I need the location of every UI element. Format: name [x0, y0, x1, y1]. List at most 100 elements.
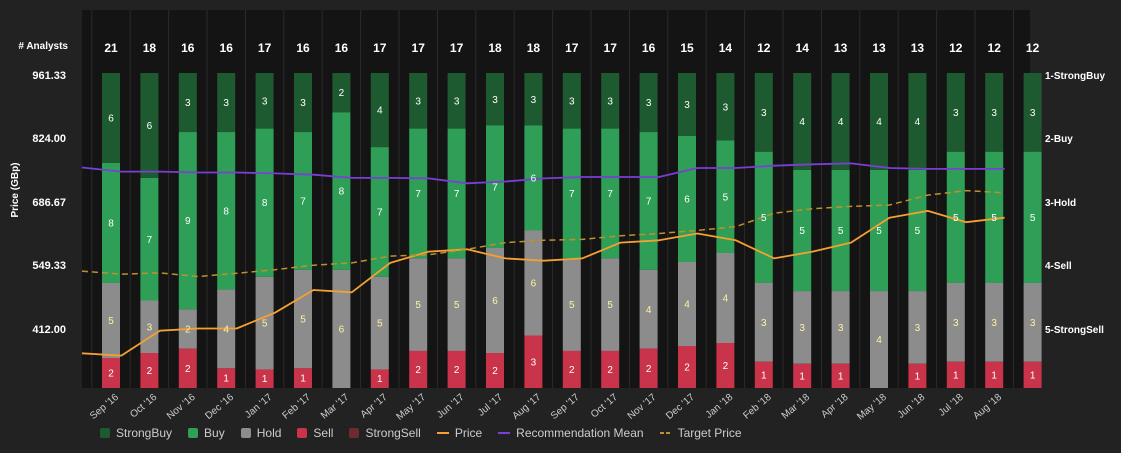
bar-value-label: 6: [531, 279, 537, 290]
analyst-count: 17: [604, 41, 618, 55]
analyst-count: 16: [296, 41, 310, 55]
bar-value-label: 5: [991, 213, 997, 224]
bar-segment-strongbuy: [447, 73, 466, 129]
legend-item-price[interactable]: Price: [436, 426, 482, 440]
bar-value-label: 2: [569, 365, 575, 376]
bar-value-label: 5: [377, 319, 383, 330]
bar-value-label: 4: [723, 294, 729, 305]
bar-value-label: 2: [454, 365, 460, 376]
bar-segment-buy: [217, 132, 236, 290]
bar-value-label: 6: [147, 121, 153, 132]
bar-value-label: 1: [799, 371, 805, 382]
legend-label: Sell: [313, 426, 334, 440]
bar-value-label: 1: [262, 374, 268, 385]
bar-value-label: 7: [454, 189, 460, 200]
bar-segment-sell: [486, 353, 504, 388]
legend-label: Hold: [256, 426, 282, 440]
bar-segment-hold: [985, 283, 1004, 362]
bar-value-label: 3: [684, 100, 690, 111]
bar-value-label: 5: [108, 316, 114, 327]
bar-value-label: 8: [262, 198, 268, 209]
analyst-count: 16: [220, 41, 234, 55]
bar-value-label: 2: [147, 366, 153, 377]
bar-value-label: 3: [415, 96, 421, 107]
bar-value-label: 3: [262, 96, 268, 107]
bar-value-label: 7: [646, 196, 652, 207]
bar-segment-hold: [332, 269, 351, 388]
bar-segment-sell: [370, 369, 389, 388]
bar-value-label: 3: [569, 96, 575, 107]
bar-segment-buy: [793, 169, 812, 292]
bar-value-label: 5: [569, 300, 575, 311]
bar-value-label: 6: [531, 174, 537, 185]
legend-item-strongsell[interactable]: StrongSell: [349, 426, 421, 440]
bar-value-label: 4: [377, 106, 383, 117]
bar-value-label: 4: [684, 300, 690, 311]
legend-item-sell[interactable]: Sell: [297, 426, 333, 440]
bar-segment-hold: [716, 253, 735, 343]
analyst-count: 13: [911, 41, 925, 55]
bar-value-label: 5: [915, 226, 921, 237]
bar-value-label: 3: [185, 98, 191, 109]
bar-segment-strongbuy: [1023, 73, 1042, 152]
legend-item-strongbuy[interactable]: StrongBuy: [100, 426, 172, 440]
chart-legend: StrongBuy Buy Hold Sell StrongSell Price Recom…: [100, 426, 758, 440]
legend-label: Target Price: [677, 426, 742, 440]
analysts-header: # Analysts: [18, 41, 68, 52]
bar-segment-hold: [102, 283, 120, 358]
bar-segment-buy: [102, 163, 120, 283]
bar-segment-strongbuy: [562, 73, 581, 129]
bar-segment-hold: [831, 291, 850, 364]
bar-value-label: 5: [876, 226, 882, 237]
bar-value-label: 1: [838, 371, 844, 382]
price-tick-label: 412.00: [32, 324, 66, 336]
bar-value-label: 2: [415, 365, 421, 376]
analyst-count: 16: [335, 41, 349, 55]
line-target-price: [81, 189, 1005, 278]
bar-value-label: 9: [185, 216, 191, 227]
bar-value-label: 7: [377, 207, 383, 218]
bar-value-label: 8: [339, 187, 345, 198]
bar-segment-sell: [447, 350, 466, 388]
bar-value-label: 7: [569, 189, 575, 200]
bar-segment-hold: [255, 276, 274, 370]
bar-segment-strongbuy: [217, 73, 236, 133]
bar-value-label: 2: [684, 363, 690, 374]
bar-value-label: 1: [300, 374, 306, 385]
bar-value-label: 3: [300, 98, 306, 109]
legend-item-target-price[interactable]: Target Price: [659, 426, 742, 440]
bar-value-label: 5: [415, 300, 421, 311]
bar-segment-hold: [524, 230, 543, 336]
bar-segment-sell: [255, 369, 274, 388]
bar-value-label: 2: [492, 366, 498, 377]
analyst-count: 16: [642, 41, 656, 55]
bar-segment-buy: [562, 128, 581, 259]
bar-value-label: 5: [953, 213, 959, 224]
bar-value-label: 5: [1030, 213, 1036, 224]
bar-segment-buy: [486, 125, 504, 248]
legend-swatch: [498, 432, 511, 434]
analyst-count: 17: [258, 41, 272, 55]
bar-value-label: 2: [108, 369, 114, 380]
bar-segment-buy: [831, 169, 850, 292]
bar-value-label: 5: [300, 315, 306, 326]
bar-segment-strongbuy: [870, 73, 888, 170]
bar-segment-buy: [639, 132, 658, 270]
bar-segment-sell: [946, 361, 965, 388]
legend-item-buy[interactable]: Buy: [188, 426, 225, 440]
bar-segment-strongbuy: [831, 73, 850, 170]
analyst-count: 12: [949, 41, 963, 55]
bar-value-label: 4: [838, 117, 844, 128]
bar-value-label: 2: [185, 364, 191, 375]
bar-value-label: 3: [607, 96, 613, 107]
price-tick-label: 686.67: [32, 197, 66, 209]
bar-value-label: 5: [761, 213, 767, 224]
bar-segment-hold: [370, 276, 389, 370]
legend-item-hold[interactable]: Hold: [240, 426, 282, 440]
legend-item-recommendation-mean[interactable]: Recommendation Mean: [498, 426, 644, 440]
bar-segment-sell: [831, 363, 850, 388]
price-tick-label: 961.33: [32, 70, 66, 82]
bar-segment-strongbuy: [754, 73, 773, 152]
bar-value-label: 5: [454, 300, 460, 311]
